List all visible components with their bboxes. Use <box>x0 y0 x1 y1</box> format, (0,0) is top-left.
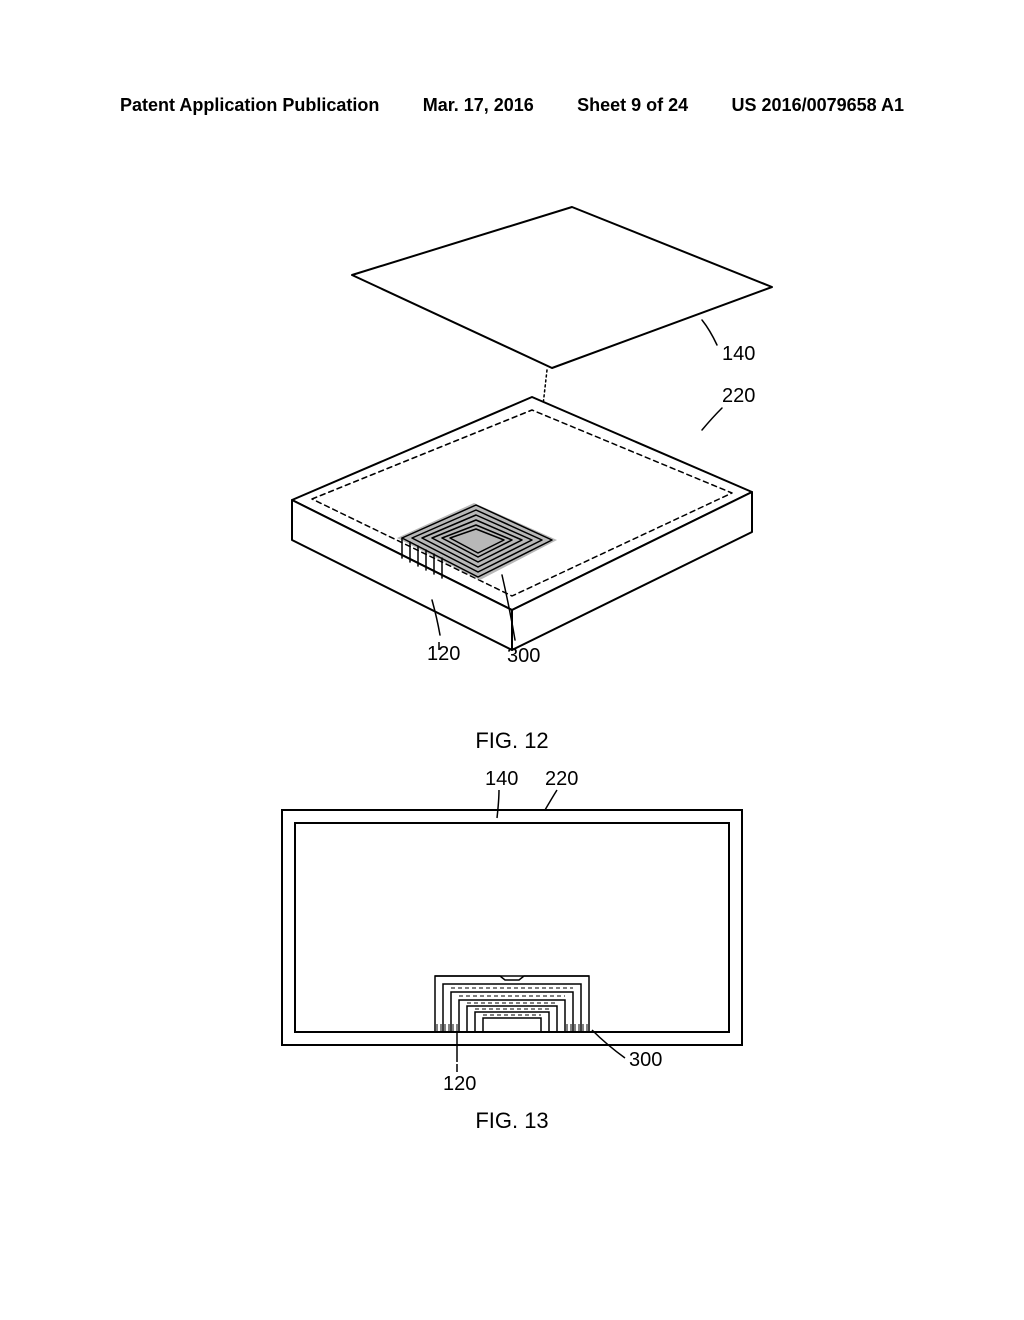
header-pubnum: US 2016/0079658 A1 <box>732 95 904 116</box>
figure-13-container: 140 220 300 120 FIG. 13 <box>247 770 777 1134</box>
figure-13-svg: 140 220 300 120 <box>247 770 777 1100</box>
header-date: Mar. 17, 2016 <box>423 95 534 116</box>
label-300: 300 <box>507 645 540 667</box>
header-sheet: Sheet 9 of 24 <box>577 95 688 116</box>
figure-13-caption: FIG. 13 <box>247 1108 777 1134</box>
figure-12-svg: 140 220 120 300 <box>232 200 792 720</box>
page-header: Patent Application Publication Mar. 17, … <box>0 95 1024 116</box>
figure-12-caption: FIG. 12 <box>232 728 792 754</box>
label-220: 220 <box>722 385 755 407</box>
label-300-b: 300 <box>629 1049 662 1071</box>
header-left: Patent Application Publication <box>120 95 379 116</box>
label-120: 120 <box>427 643 460 665</box>
label-140: 140 <box>722 343 755 365</box>
label-220-b: 220 <box>545 770 578 790</box>
figure-12-container: 140 220 120 300 FIG. 12 <box>232 200 792 754</box>
label-140-b: 140 <box>485 770 518 790</box>
label-120-b: 120 <box>443 1073 476 1095</box>
